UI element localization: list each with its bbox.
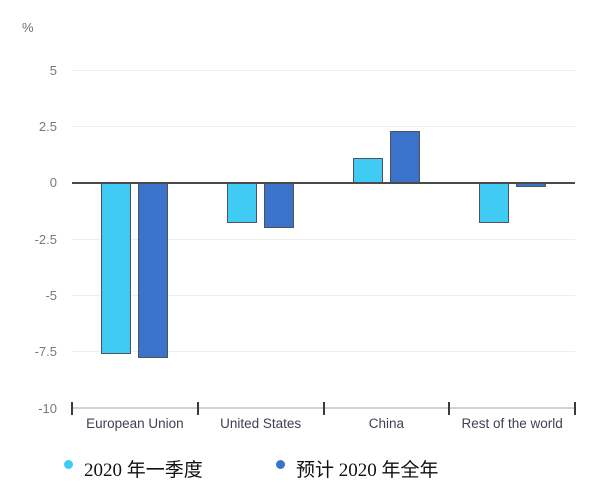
y-tick-label: -2.5 — [34, 231, 57, 247]
legend-color-dot-icon — [276, 460, 285, 469]
zero-axis-line — [72, 181, 575, 184]
gridline — [72, 238, 575, 240]
x-category-label-china: China — [368, 416, 405, 431]
y-tick-label: -10 — [38, 400, 57, 416]
gridline — [72, 69, 575, 71]
legend-item-series-1[interactable]: 2020 年一季度 — [64, 455, 203, 482]
x-category-label-rest-of-the-world: Rest of the world — [461, 416, 563, 431]
legend-label: 2020 年一季度 — [84, 460, 203, 481]
bar-united-states-series-1[interactable] — [227, 182, 258, 224]
legend-item-series-2[interactable]: 预计 2020 年全年 — [276, 455, 439, 482]
x-axis-tick — [448, 402, 451, 415]
y-tick-label: 0 — [49, 175, 57, 191]
gridline — [72, 294, 575, 296]
y-tick-label: 5 — [49, 62, 57, 78]
legend-color-dot-icon — [64, 460, 73, 469]
x-axis-tick — [71, 402, 73, 415]
bar-china-series-1[interactable] — [352, 157, 383, 183]
gridline — [72, 125, 575, 127]
gridline — [72, 351, 575, 353]
x-axis-tick — [574, 402, 576, 415]
x-axis-tick — [196, 402, 199, 415]
legend-label: 预计 2020 年全年 — [296, 460, 439, 481]
y-tick-label: -7.5 — [34, 344, 57, 360]
x-category-label-european-union: European Union — [86, 416, 184, 431]
bar-united-states-series-2[interactable] — [264, 182, 295, 228]
bar-rest-of-the-world-series-1[interactable] — [478, 182, 509, 224]
y-tick-label: -5 — [45, 287, 57, 303]
bar-european-union-series-2[interactable] — [138, 182, 169, 359]
y-tick-label: 2.5 — [38, 118, 57, 134]
y-axis-unit-label: % — [22, 20, 34, 35]
bar-european-union-series-1[interactable] — [101, 182, 132, 354]
x-axis-tick — [322, 402, 325, 415]
bar-china-series-2[interactable] — [389, 130, 420, 183]
x-category-label-united-states: United States — [220, 416, 302, 431]
